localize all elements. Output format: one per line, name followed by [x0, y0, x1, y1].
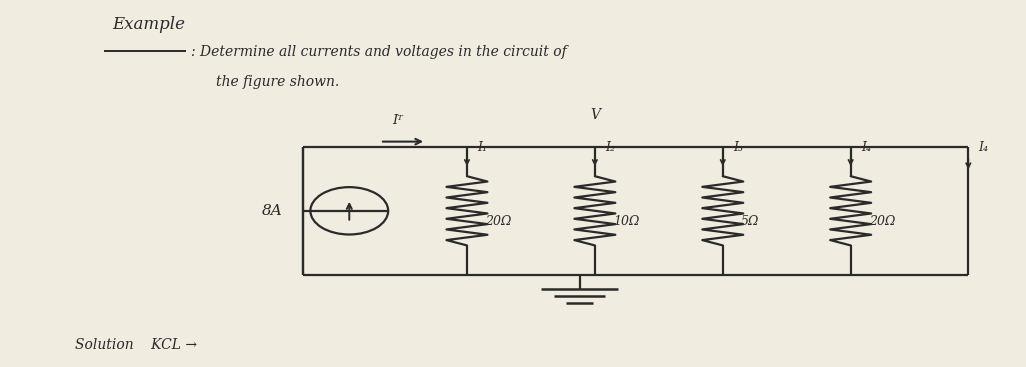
Text: 8A: 8A	[262, 204, 283, 218]
Text: I₄: I₄	[861, 141, 871, 154]
Text: I₃: I₃	[733, 141, 743, 154]
Text: I₂: I₂	[605, 141, 616, 154]
Text: Iᵀ: Iᵀ	[393, 114, 403, 127]
Text: 10Ω: 10Ω	[614, 215, 639, 228]
Text: : Determine all currents and voltages in the circuit of: : Determine all currents and voltages in…	[191, 45, 566, 59]
Text: V: V	[590, 108, 600, 121]
Text: Solution    KCL →: Solution KCL →	[75, 338, 197, 352]
Text: the figure shown.: the figure shown.	[216, 75, 340, 88]
Text: I₁: I₁	[477, 141, 487, 154]
Text: I₄: I₄	[979, 141, 989, 154]
Text: 5Ω: 5Ω	[741, 215, 759, 228]
Text: Example: Example	[112, 16, 185, 33]
Text: 20Ω: 20Ω	[869, 215, 896, 228]
Text: 20Ω: 20Ω	[485, 215, 512, 228]
